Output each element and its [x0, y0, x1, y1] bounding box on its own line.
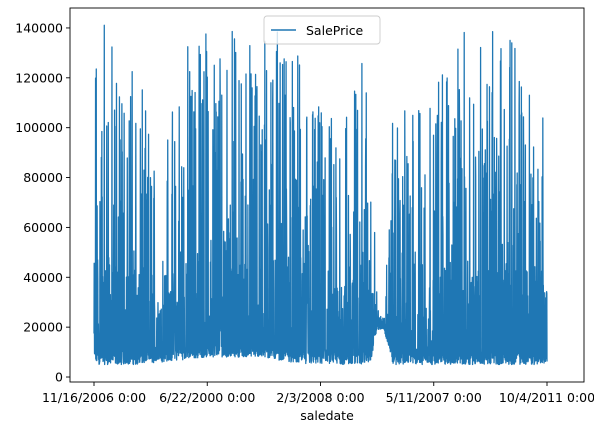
- y-tick-label: 100000: [15, 120, 63, 135]
- y-tick-label: 40000: [23, 270, 63, 285]
- y-tick-label: 0: [55, 370, 63, 385]
- series-line-salesprice: [93, 24, 548, 366]
- x-tick-label: 2/3/2008 0:00: [276, 390, 364, 405]
- y-tick-label: 20000: [23, 320, 63, 335]
- axes-frame: [69, 7, 585, 383]
- y-tick-label: 80000: [23, 170, 63, 185]
- legend: SalePrice: [263, 15, 381, 45]
- y-axis: 0 20000 40000 60000 80000 100000 120000 140000: [15, 20, 70, 385]
- x-tick-label: 10/4/2011 0:00: [499, 390, 594, 405]
- legend-box: [263, 15, 381, 45]
- x-axis: 11/16/2006 0:00 6/22/2000 0:00 2/3/2008 0:…: [42, 382, 594, 405]
- x-axis-label: saledate: [300, 408, 354, 423]
- y-tick-label: 140000: [15, 20, 63, 35]
- x-tick-label: 6/22/2000 0:00: [159, 390, 255, 405]
- x-tick-label: 5/11/2007 0:00: [386, 390, 482, 405]
- legend-label-salesprice: SalePrice: [306, 23, 364, 38]
- y-tick-label: 60000: [23, 220, 63, 235]
- y-tick-label: 120000: [15, 70, 63, 85]
- series-salesprice: [93, 24, 548, 366]
- x-tick-label: 11/16/2006 0:00: [42, 390, 146, 405]
